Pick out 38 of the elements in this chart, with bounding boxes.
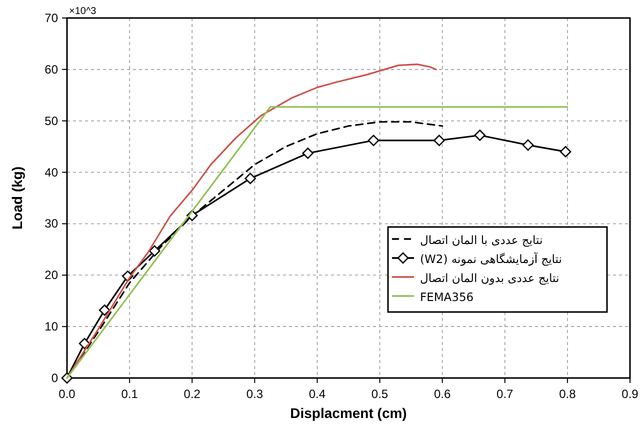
y-tick-label: 0 <box>51 371 58 385</box>
x-tick-label: 0.8 <box>559 387 576 401</box>
legend-label: نتایج عددی بدون المان اتصال <box>420 271 560 285</box>
x-axis-title: Displacment (cm) <box>290 405 407 421</box>
legend-label: نتایج آزمایشگاهی نمونه (W2) <box>420 252 562 266</box>
legend-item: نتایج عددی بدون المان اتصال <box>392 271 560 285</box>
point <box>434 134 445 146</box>
y-tick-label: 50 <box>44 114 58 128</box>
point <box>244 172 256 184</box>
legend-label: نتایج عددی با المان اتصال <box>420 233 543 247</box>
x-tick-label: 0.2 <box>184 387 201 401</box>
legend-item: نتایج عددی با المان اتصال <box>392 233 543 247</box>
legend-item: FEMA356 <box>392 290 474 304</box>
legend-item: نتایج آزمایشگاهی نمونه (W2) <box>392 252 562 266</box>
y-tick-label: 20 <box>44 268 58 282</box>
x-tick-label: 0.4 <box>308 387 326 401</box>
y-tick-label: 30 <box>44 216 58 231</box>
y-tick-label: 70 <box>44 11 58 25</box>
y-tick-label: 60 <box>44 62 58 76</box>
point <box>302 148 314 159</box>
x-tick-label: 0.1 <box>121 387 138 401</box>
point <box>474 130 486 141</box>
text: ×10^3 <box>69 6 97 17</box>
x-tick-label: 0.6 <box>434 387 451 401</box>
x-tick-label: 0.9 <box>622 387 639 401</box>
point <box>522 139 534 151</box>
point <box>368 134 380 146</box>
point <box>148 245 160 257</box>
y-tick-label: 10 <box>44 320 58 334</box>
x-tick-label: 0.5 <box>371 387 388 401</box>
y-tick-label: 40 <box>44 165 58 180</box>
x-tick-label: 0.0 <box>58 387 76 401</box>
point <box>560 146 572 158</box>
x-tick-label: 0.3 <box>246 387 264 401</box>
legend-label: FEMA356 <box>420 290 474 304</box>
x-tick-label: 0.7 <box>496 387 514 401</box>
y-axis-title: Load (kg) <box>9 166 25 230</box>
point <box>98 304 110 316</box>
